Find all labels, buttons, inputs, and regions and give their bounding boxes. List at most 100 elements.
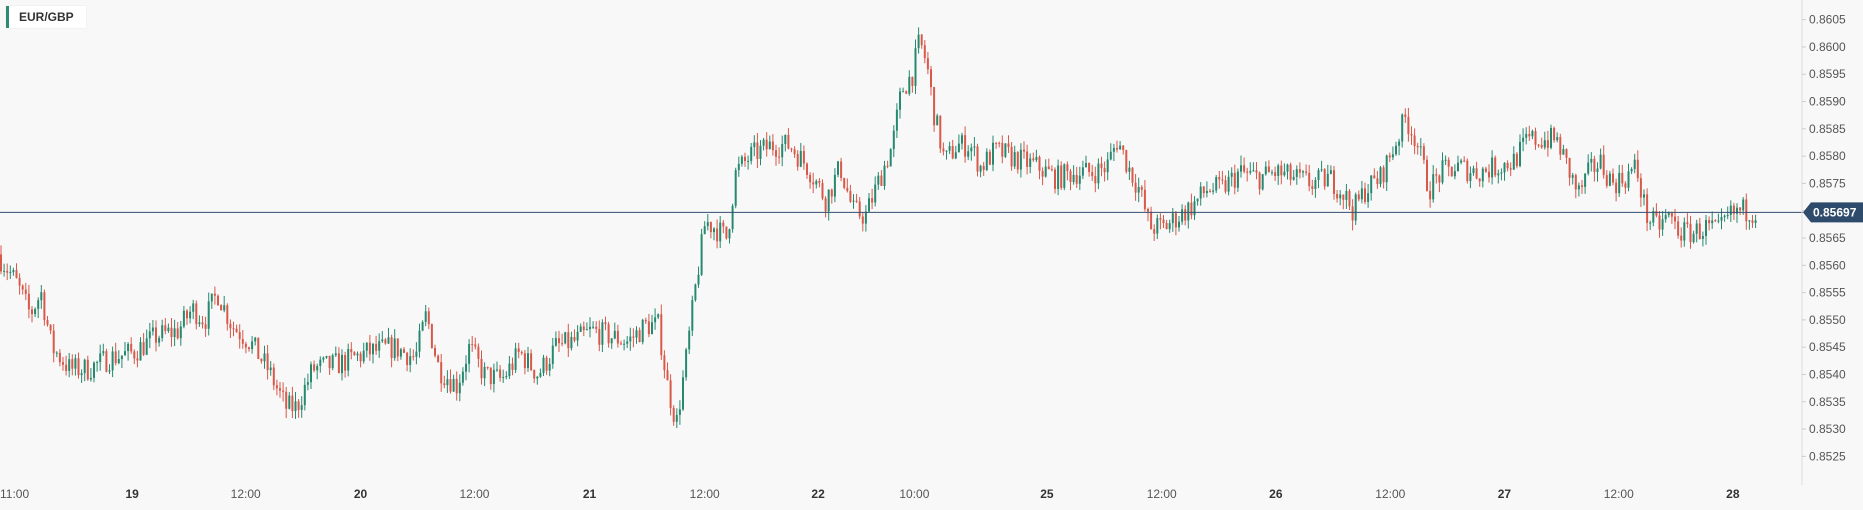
candle-body [37, 300, 40, 309]
x-tick-label: 25 [1040, 487, 1054, 501]
candle-body [551, 345, 554, 364]
candle-body [474, 344, 477, 347]
candle-body [446, 379, 449, 386]
candle-body [1274, 172, 1277, 176]
candle-body [331, 355, 334, 369]
candle-body [523, 353, 526, 369]
candle-body [241, 339, 244, 344]
candle-body [1267, 166, 1270, 173]
candle-body [1106, 159, 1109, 173]
candle-body [1528, 133, 1531, 137]
candle-body [319, 359, 322, 366]
candle-body [77, 358, 80, 376]
candle-body [393, 338, 396, 359]
candle-body [1515, 153, 1518, 167]
candle-body [341, 355, 343, 374]
y-tick-label: 0.8595 [1809, 67, 1846, 81]
candle-body [251, 341, 254, 349]
candle-body [1218, 177, 1221, 180]
candle-body [257, 337, 260, 360]
candle-body [1140, 186, 1143, 190]
candle-body [1345, 190, 1348, 200]
candle-body [861, 216, 864, 224]
candle-body [1283, 171, 1286, 176]
candle-body [1339, 194, 1342, 199]
candle-body [1041, 170, 1044, 177]
candle-body [226, 305, 229, 324]
candle-body [1497, 173, 1500, 176]
candle-body [573, 336, 576, 341]
candle-body [288, 395, 291, 409]
candle-body [1701, 236, 1704, 239]
candle-body [737, 163, 740, 171]
candle-body [700, 234, 703, 275]
candle-body [1385, 155, 1388, 183]
candle-body [1196, 198, 1199, 202]
candle-body [1599, 154, 1602, 169]
candle-body [1494, 157, 1497, 176]
candle-body [279, 388, 281, 391]
candle-body [880, 175, 883, 186]
candle-body [570, 336, 573, 349]
candle-body [1506, 162, 1509, 169]
candle-body [629, 336, 632, 342]
candle-body [1320, 169, 1323, 171]
candle-body [1705, 220, 1707, 237]
candle-body [1689, 223, 1692, 243]
candle-body [1326, 173, 1329, 187]
candle-body [771, 141, 774, 151]
candle-body [843, 178, 846, 188]
candle-body [945, 150, 948, 152]
candle-body [647, 321, 650, 335]
candle-body [740, 156, 743, 164]
candle-body [1302, 171, 1304, 173]
candle-body [186, 310, 188, 319]
candle-body [52, 330, 55, 354]
candles-layer [0, 27, 1757, 429]
candle-body [675, 414, 678, 422]
y-tick-label: 0.8575 [1809, 176, 1846, 190]
candle-body [1742, 199, 1745, 211]
candle-body [1205, 190, 1208, 194]
candle-body [1748, 220, 1751, 222]
candle-body [213, 293, 216, 296]
candle-body [1314, 180, 1317, 189]
candle-body [1593, 158, 1596, 172]
current-price-tag: 0.85697 [1803, 202, 1863, 223]
candle-body [672, 408, 675, 422]
candle-body [1481, 168, 1484, 182]
candle-body [406, 352, 409, 366]
candle-body [1736, 207, 1738, 214]
candle-body [1370, 175, 1373, 194]
candle-body [954, 152, 957, 159]
candle-body [1094, 176, 1097, 184]
candle-body [1618, 172, 1621, 194]
candle-body [1202, 186, 1205, 194]
candle-body [347, 349, 350, 371]
candle-body [1258, 172, 1261, 190]
candle-body [21, 285, 24, 290]
candle-body [1457, 162, 1459, 172]
candle-body [1643, 194, 1645, 198]
candle-body [635, 330, 638, 338]
candle-body [275, 385, 278, 389]
candle-body [1729, 205, 1732, 216]
candle-body [362, 350, 365, 362]
candle-body [1215, 177, 1218, 191]
candle-body [1732, 205, 1735, 214]
candle-body [716, 228, 719, 242]
candle-body [1429, 190, 1432, 200]
candle-body [775, 150, 777, 157]
candle-body [632, 336, 635, 338]
candle-body [930, 69, 932, 88]
candle-body [933, 87, 936, 126]
x-tick-label: 11:00 [0, 487, 29, 501]
candle-body [985, 151, 988, 170]
symbol-legend[interactable]: EUR/GBP [6, 6, 86, 28]
candle-body [6, 270, 9, 273]
y-tick-label: 0.8565 [1809, 231, 1846, 245]
candle-body [102, 351, 105, 354]
candle-body [120, 355, 123, 360]
candle-body [1698, 223, 1701, 239]
